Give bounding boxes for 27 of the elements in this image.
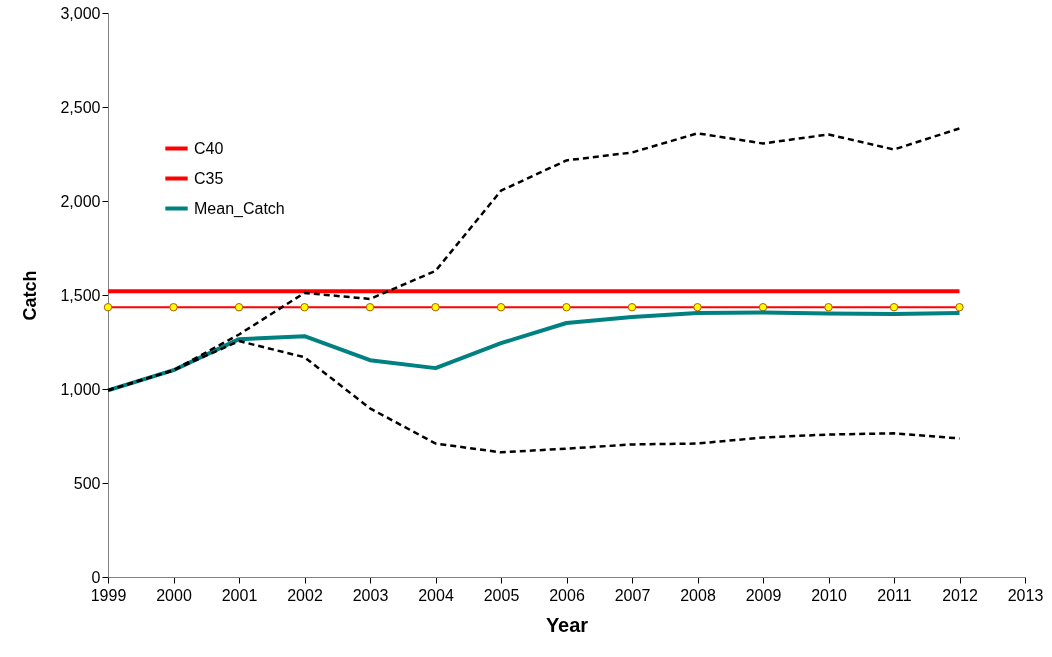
y-tick-label: 1,500 [60, 286, 101, 304]
legend-label: C35 [194, 169, 224, 187]
x-tick-label: 2004 [418, 586, 454, 604]
x-tick-label: 2007 [614, 586, 651, 604]
x-tick-label: 2008 [680, 586, 716, 604]
y-tick-label: 3,000 [60, 4, 101, 22]
y-tick-label: 1,000 [60, 380, 101, 398]
x-tick-label: 2000 [156, 586, 192, 604]
legend-label: Mean_Catch [194, 199, 285, 218]
y-tick-label: 500 [73, 474, 101, 492]
x-tick-label: 2009 [745, 586, 782, 604]
x-tick-label: 2011 [877, 586, 912, 604]
x-tick-label: 2005 [483, 586, 520, 604]
y-tick-label: 2,000 [60, 192, 101, 210]
x-tick-label: 2006 [549, 586, 585, 604]
x-tick-label: 2010 [811, 586, 847, 604]
x-tick-label: 2013 [1007, 586, 1044, 604]
x-tick-label: 2001 [221, 586, 258, 604]
x-axis-title: Year [545, 613, 589, 636]
x-tick-label: 1999 [90, 586, 127, 604]
y-axis-title: Catch [20, 270, 41, 321]
x-tick-label: 2002 [287, 586, 323, 604]
x-tick-label: 2012 [942, 586, 978, 604]
x-tick-label: 2003 [352, 586, 389, 604]
y-tick-label: 2,500 [60, 98, 101, 116]
y-tick-label: 0 [91, 568, 101, 586]
legend-label: C40 [194, 139, 224, 157]
